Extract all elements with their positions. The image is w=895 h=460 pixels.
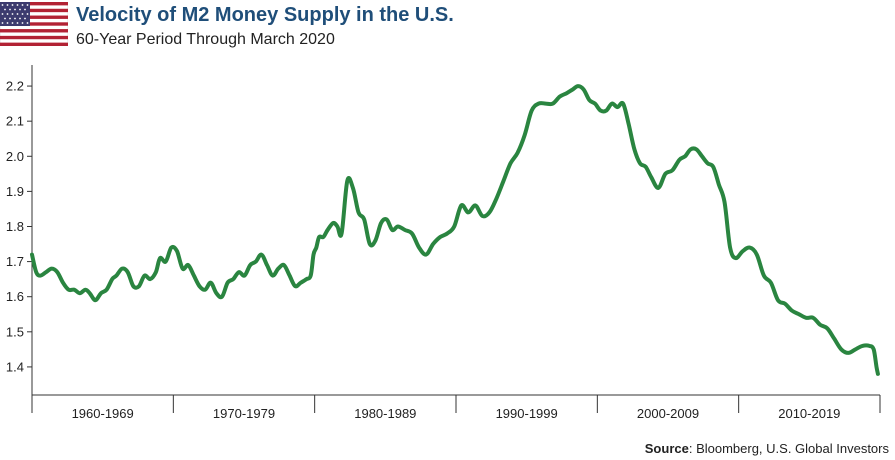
x-category-label: 1980-1989 xyxy=(354,406,416,421)
x-category-label: 2000-2009 xyxy=(637,406,699,421)
y-tick-label: 2.2 xyxy=(6,79,24,94)
x-category-label: 1990-1999 xyxy=(496,406,558,421)
y-tick-label: 1.9 xyxy=(6,184,24,199)
y-tick-label: 1.7 xyxy=(6,254,24,269)
x-category-label: 1970-1979 xyxy=(213,406,275,421)
x-category-label: 2010-2019 xyxy=(778,406,840,421)
chart-title: Velocity of M2 Money Supply in the U.S. xyxy=(76,4,454,26)
y-tick-label: 1.8 xyxy=(6,219,24,234)
y-tick-label: 1.4 xyxy=(6,359,24,374)
y-tick-label: 1.5 xyxy=(6,324,24,339)
x-category-label: 1960-1969 xyxy=(72,406,134,421)
y-tick-label: 1.6 xyxy=(6,289,24,304)
velocity-series-line xyxy=(30,84,880,376)
y-axis: 1.4 1.5 1.6 1.7 1.8 1.9 2.0 2.1 2.2 xyxy=(6,65,33,395)
x-axis: 1960-1969 1970-1979 1980-1989 1990-1999 2000… xyxy=(31,394,881,421)
source-note: Source: Bloomberg, U.S. Global Investors xyxy=(645,441,889,456)
line-chart: 1.4 1.5 1.6 1.7 1.8 1.9 2.0 2.1 2.2 1960-1969 197… xyxy=(6,65,881,421)
y-tick-label: 2.0 xyxy=(6,149,24,164)
source-text: : Bloomberg, U.S. Global Investors xyxy=(688,441,889,456)
us-flag-icon xyxy=(0,2,68,46)
source-label: Source xyxy=(644,441,689,456)
chart-subtitle: 60-Year Period Through March 2020 xyxy=(76,31,335,48)
y-tick-label: 2.1 xyxy=(6,114,24,129)
